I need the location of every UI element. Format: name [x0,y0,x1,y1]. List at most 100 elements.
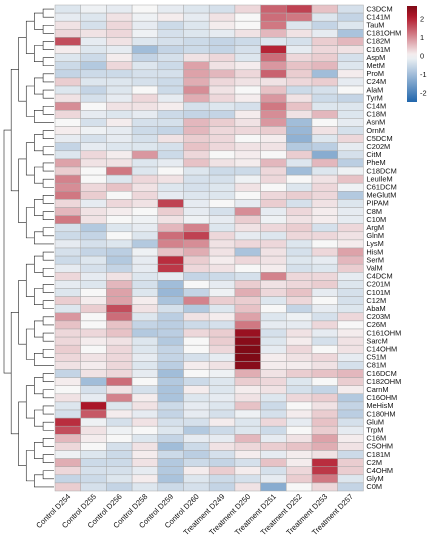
dendrogram-branch [42,316,54,326]
heatmap-cell [54,458,81,467]
heatmap-cell [80,320,107,330]
heatmap-cell [208,434,236,443]
dendrogram-branch [25,450,35,482]
heatmap-cell [311,458,338,467]
heatmap-cell [260,158,287,168]
heatmap-cell [131,77,159,87]
heatmap-cell [183,85,210,95]
heatmap-cell [234,239,261,249]
row-label: C16OHM [366,393,397,402]
heatmap-cell [157,53,184,62]
row-label: C12M [366,296,386,305]
heatmap-cell [106,239,133,249]
row-label: CarnM [366,385,388,394]
heatmap-cell [260,150,287,160]
row-label: C18M [366,110,386,119]
heatmap-cell [311,320,338,330]
heatmap-cell [131,20,159,30]
heatmap-cell [286,466,313,476]
heatmap-cell [131,93,159,103]
row-label: C4OHM [366,466,393,475]
heatmap-cell [80,296,107,305]
heatmap-cell [54,191,81,200]
heatmap-cell [311,101,338,111]
dendrogram-branch [42,162,54,172]
heatmap-cell [286,369,313,378]
heatmap-cell [260,482,287,492]
heatmap-cell [286,37,313,46]
heatmap-cell [260,12,287,22]
heatmap-cell [80,304,107,314]
heatmap-cell [131,158,159,168]
heatmap-cell [208,474,236,484]
heatmap-cell [208,312,236,322]
heatmap-cell [80,166,107,176]
heatmap-cell [106,37,133,46]
dendrogram-branch [34,199,44,216]
heatmap-cell [183,247,210,257]
heatmap-cell [80,231,107,241]
heatmap-cell [286,174,313,184]
heatmap-cell [131,101,159,111]
heatmap-cell [183,385,210,395]
heatmap-cell [131,474,159,484]
heatmap-cell [183,69,210,79]
row-label: GlnM [366,231,384,240]
heatmap-cell [260,239,287,249]
heatmap-cell [157,417,184,427]
heatmap-cell [337,126,364,135]
heatmap-cell [234,207,261,216]
heatmap-cell [311,328,338,338]
heatmap-cell [54,29,81,38]
heatmap-cell [157,158,184,168]
heatmap-cell [234,458,261,467]
heatmap-cell [106,12,133,22]
heatmap-cell [157,231,184,241]
row-label: OrnM [366,126,384,135]
heatmap-cell [234,401,261,411]
heatmap-cell [311,272,338,281]
heatmap-cell [54,93,81,103]
heatmap-cell [260,174,287,184]
heatmap-cell [106,93,133,103]
heatmap-cell [80,393,107,403]
heatmap-cell [208,166,236,176]
heatmap-cell [234,29,261,38]
row-label: PheM [366,158,385,167]
heatmap-cell [80,377,107,386]
heatmap-cell [106,425,133,435]
dendrogram-branch [10,311,19,435]
heatmap-cell [337,101,364,111]
heatmap-cell [286,158,313,168]
heatmap-cell [106,4,133,14]
heatmap-cell [183,377,210,386]
heatmap-cell [54,272,81,281]
heatmap-cell [157,434,184,443]
heatmap-cell [337,442,364,451]
heatmap-cell [286,223,313,233]
heatmap-cell [208,199,236,208]
heatmap-cell [183,272,210,281]
heatmap-cell [260,385,287,395]
heatmap-cell [131,215,159,224]
row-label: C181M [366,450,390,459]
heatmap-cell [337,466,364,476]
heatmap-cell [286,4,313,14]
heatmap-cell [54,247,81,257]
heatmap-cell [80,425,107,435]
dendrogram-branch [34,409,44,427]
heatmap-cell [234,4,261,14]
heatmap-cell [337,77,364,87]
heatmap-cell [286,482,313,492]
heatmap-cell [234,69,261,79]
heatmap-cell [131,344,159,354]
heatmap-cell [286,320,313,330]
color-scale-legend: 2 1 0 -1 -2 [407,6,427,102]
heatmap-cell [131,247,159,257]
heatmap-cell [234,393,261,403]
heatmap-cell [183,255,210,265]
dendrogram-branch [42,300,54,310]
heatmap-cell [183,304,210,314]
heatmap-cell [286,255,313,265]
